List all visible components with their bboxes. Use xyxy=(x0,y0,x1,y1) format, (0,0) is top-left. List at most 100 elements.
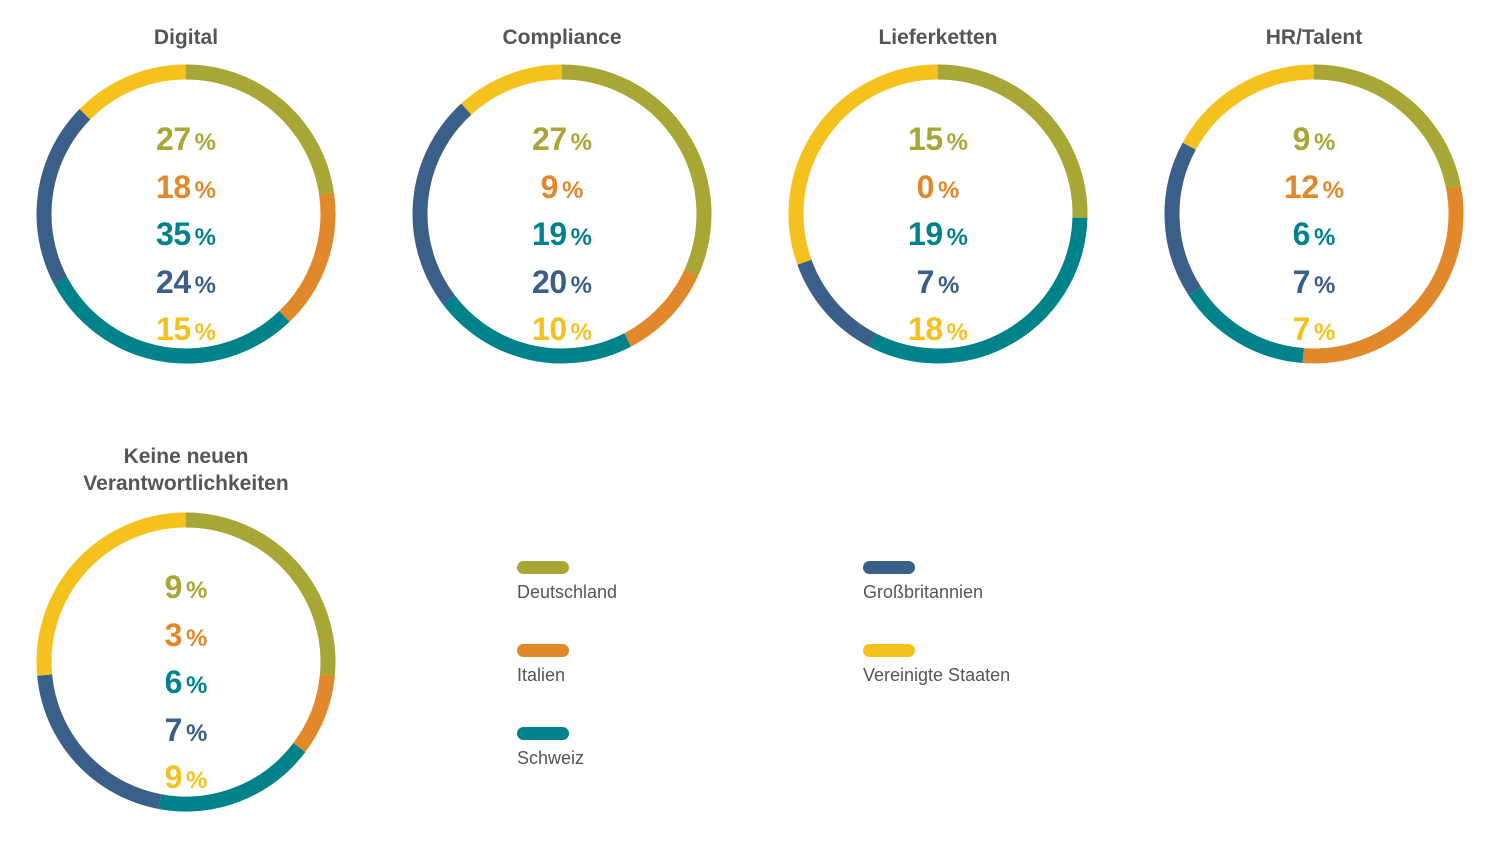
value-list: 15% 0% 19% 7% 18% xyxy=(778,122,1098,360)
value-number: 3 xyxy=(164,616,183,653)
value-percent-sign: % xyxy=(185,672,208,699)
value-percent-sign: % xyxy=(946,129,968,156)
value-vereinigte-staaten: 7% xyxy=(1154,312,1474,360)
slice-schweiz xyxy=(869,217,1088,364)
value-number: 9 xyxy=(164,569,183,605)
chart-title: Lieferketten xyxy=(878,26,998,49)
donut-chart-lieferketten: Lieferketten 15% 0% 19% 7% 18% xyxy=(778,24,1098,424)
slice-gro-britannien xyxy=(412,103,472,305)
legend-label: Großbritannien xyxy=(863,582,984,602)
slice-gro-britannien xyxy=(797,259,877,347)
value-schweiz: 6% xyxy=(1154,217,1474,265)
value-deutschland: 27% xyxy=(402,122,722,170)
value-number: 10 xyxy=(532,311,567,347)
value-gro-britannien: 20% xyxy=(402,265,722,313)
value-percent-sign: % xyxy=(1313,271,1336,299)
donut-chart-keine-neuen-verantwortlichkeiten: Keine neuen Verantwortlichkeiten 9% 3% 6% 7%… xyxy=(26,443,346,843)
legend-label: Italien xyxy=(517,665,566,685)
slice-schweiz xyxy=(442,295,632,364)
value-number: 35 xyxy=(156,216,191,252)
value-gro-britannien: 7% xyxy=(26,713,346,761)
value-schweiz: 6% xyxy=(26,665,346,713)
chart-title: Digital xyxy=(153,26,219,49)
legend-item-italien: Italien xyxy=(517,644,817,686)
value-number: 7 xyxy=(1292,311,1311,347)
value-number: 20 xyxy=(532,263,567,300)
value-percent-sign: % xyxy=(570,129,592,156)
legend-swatch xyxy=(517,561,569,574)
slice-italien xyxy=(624,269,699,347)
value-schweiz: 19% xyxy=(402,217,722,265)
slice-deutschland xyxy=(1313,64,1461,189)
value-deutschland: 9% xyxy=(26,570,346,618)
value-percent-sign: % xyxy=(937,176,960,204)
donut-chart-hr-talent: HR/Talent 9% 12% 6% 7% 7% xyxy=(1154,24,1474,424)
slice-schweiz xyxy=(1188,287,1304,364)
value-percent-sign: % xyxy=(1313,224,1336,251)
value-gro-britannien: 7% xyxy=(1154,265,1474,313)
value-deutschland: 9% xyxy=(1154,122,1474,170)
slice-vereinigte-staaten xyxy=(461,64,563,115)
value-italien: 12% xyxy=(1154,170,1474,218)
value-number: 7 xyxy=(1292,263,1311,300)
value-percent-sign: % xyxy=(1322,176,1344,204)
value-percent-sign: % xyxy=(946,319,968,346)
value-number: 24 xyxy=(156,263,191,300)
value-percent-sign: % xyxy=(937,271,960,299)
value-number: 7 xyxy=(164,711,183,748)
value-number: 6 xyxy=(1292,216,1311,252)
value-percent-sign: % xyxy=(570,271,592,299)
value-percent-sign: % xyxy=(185,719,208,747)
value-gro-britannien: 7% xyxy=(778,265,1098,313)
legend-label: Deutschland xyxy=(517,582,618,602)
value-percent-sign: % xyxy=(946,224,968,251)
value-number: 7 xyxy=(916,263,935,300)
value-percent-sign: % xyxy=(194,319,216,346)
value-percent-sign: % xyxy=(194,271,216,299)
value-italien: 0% xyxy=(778,170,1098,218)
value-number: 6 xyxy=(164,664,183,700)
slice-vereinigte-staaten xyxy=(788,64,939,265)
value-list: 27% 18% 35% 24% 15% xyxy=(26,122,346,360)
value-number: 19 xyxy=(908,216,943,252)
value-number: 18 xyxy=(908,311,943,347)
donut-ring xyxy=(788,64,1088,364)
value-vereinigte-staaten: 10% xyxy=(402,312,722,360)
legend-item-deutschland: Deutschland xyxy=(517,561,817,603)
value-percent-sign: % xyxy=(561,176,584,204)
value-list: 9% 3% 6% 7% 9% xyxy=(26,570,346,808)
donut-ring xyxy=(412,64,712,364)
slice-deutschland xyxy=(937,64,1088,218)
value-number: 0 xyxy=(916,168,935,205)
legend-label: Schweiz xyxy=(517,748,585,768)
slice-vereinigte-staaten xyxy=(36,512,187,676)
legend-item-vereinigte-staaten: Vereinigte Staaten xyxy=(863,644,1163,686)
legend-swatch xyxy=(863,561,915,574)
value-number: 12 xyxy=(1284,168,1319,205)
chart-title: Keine neuen Verantwortlichkeiten xyxy=(83,445,289,495)
value-percent-sign: % xyxy=(194,129,216,156)
value-number: 15 xyxy=(908,121,943,157)
donut-ring xyxy=(1164,64,1464,364)
value-vereinigte-staaten: 18% xyxy=(778,312,1098,360)
legend-swatch xyxy=(517,727,569,740)
chart-title: HR/Talent xyxy=(1265,26,1363,49)
slice-italien xyxy=(279,192,336,322)
value-italien: 3% xyxy=(26,618,346,666)
slice-italien xyxy=(293,674,335,753)
donut-ring xyxy=(36,512,336,812)
legend-item-grossbritannien: Großbritannien xyxy=(863,561,1163,603)
value-number: 15 xyxy=(156,311,191,347)
slice-deutschland xyxy=(185,64,334,195)
slice-deutschland xyxy=(561,64,712,276)
value-percent-sign: % xyxy=(185,577,208,604)
slice-gro-britannien xyxy=(1164,142,1202,296)
value-number: 19 xyxy=(532,216,567,252)
value-percent-sign: % xyxy=(185,767,208,794)
value-percent-sign: % xyxy=(194,176,216,204)
value-number: 9 xyxy=(164,759,183,795)
value-number: 18 xyxy=(156,168,191,205)
value-deutschland: 27% xyxy=(26,122,346,170)
value-italien: 18% xyxy=(26,170,346,218)
value-list: 9% 12% 6% 7% 7% xyxy=(1154,122,1474,360)
